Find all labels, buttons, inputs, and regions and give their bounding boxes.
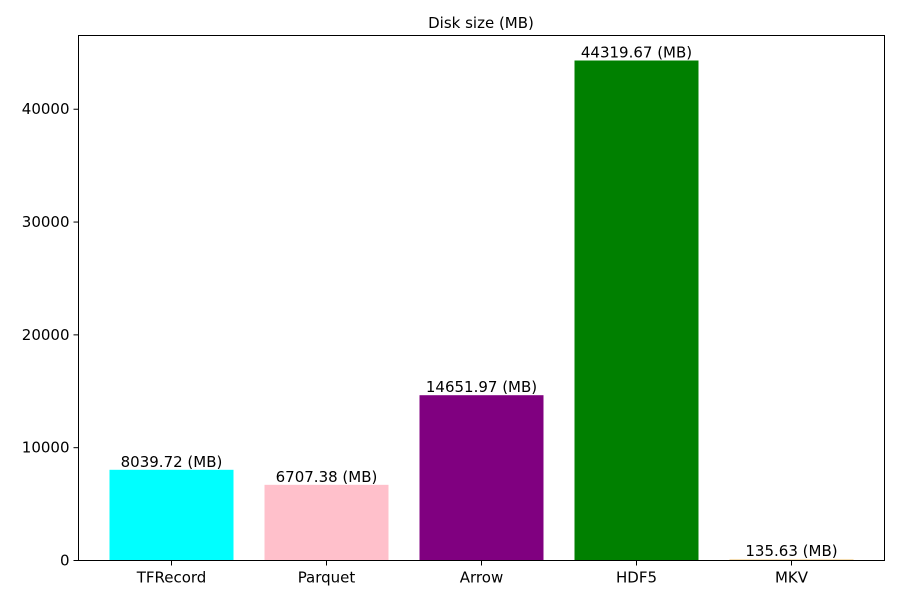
bar-mkv [729,558,854,561]
bars-layer [109,60,854,561]
x-axis: TFRecord Parquet Arrow HDF5 MKV [136,560,809,587]
y-tick-label-10000: 10000 [22,439,70,457]
bar-value-label-mkv: 135.63 (MB) [745,542,837,560]
plot-frame [78,35,885,561]
y-tick-label-40000: 40000 [22,100,70,118]
x-tick-label-arrow: Arrow [460,569,503,587]
bar-value-label-arrow: 14651.97 (MB) [426,378,537,396]
y-tick-label-20000: 20000 [22,326,70,344]
bar-hdf5 [574,60,699,561]
bar-parquet [264,484,389,561]
bar-value-label-tfrecord: 8039.72 (MB) [121,453,223,471]
x-tick-label-parquet: Parquet [298,569,356,587]
y-tick-label-0: 0 [60,552,70,570]
bar-value-label-parquet: 6707.38 (MB) [276,468,378,486]
x-tick-label-mkv: MKV [775,569,809,587]
x-tick-label-hdf5: HDF5 [616,569,657,587]
bar-arrow [419,395,544,561]
chart-title: Disk size (MB) [428,14,534,32]
y-tick-label-30000: 30000 [22,213,70,231]
bar-value-label-hdf5: 44319.67 (MB) [581,43,692,61]
bar-tfrecord [109,469,234,561]
bar-labels-layer: 8039.72 (MB) 6707.38 (MB) 14651.97 (MB) 443… [121,43,838,559]
y-axis: 0 10000 20000 30000 40000 [22,100,79,570]
x-tick-label-tfrecord: TFRecord [136,569,207,587]
